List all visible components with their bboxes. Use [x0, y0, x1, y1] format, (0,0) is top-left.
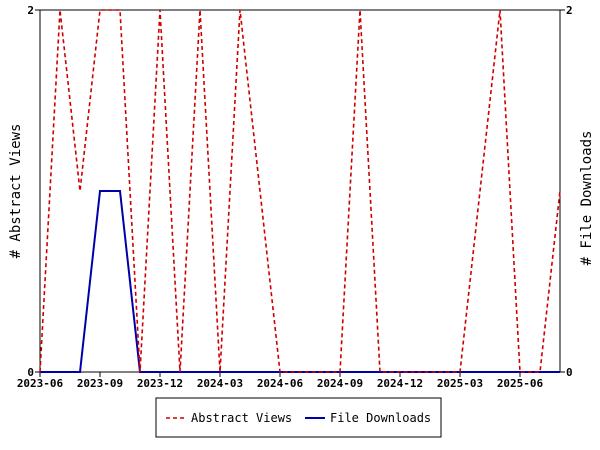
legend-label-file-downloads: File Downloads — [330, 411, 431, 425]
y-tick-label: 0 — [27, 366, 34, 379]
y2-tick-label: 2 — [566, 4, 573, 17]
plot-area — [39, 9, 561, 373]
x-tick-label: 2025-06 — [497, 377, 544, 390]
x-tick-label: 2023-09 — [77, 377, 123, 390]
y2-axis-title: # File Downloads — [579, 131, 595, 266]
y-tick-label: 2 — [27, 4, 34, 17]
y-axis-title: # Abstract Views — [8, 124, 24, 259]
x-tick-label: 2025-03 — [437, 377, 483, 390]
x-tick-label: 2023-06 — [17, 377, 64, 390]
legend: Abstract Views File Downloads — [155, 397, 442, 438]
x-axis-ticks: 2023-06 2023-09 2023-12 2024-03 2024-06 2024-… — [17, 372, 544, 390]
x-tick-label: 2023-12 — [137, 377, 183, 390]
x-tick-label: 2024-09 — [317, 377, 363, 390]
legend-label-abstract-views: Abstract Views — [191, 411, 292, 425]
y2-tick-label: 0 — [566, 366, 573, 379]
series-line-abstract-views — [39, 9, 561, 373]
legend-box — [155, 397, 442, 438]
series-layer — [39, 9, 561, 373]
x-tick-label: 2024-06 — [257, 377, 304, 390]
x-tick-label: 2024-12 — [377, 377, 423, 390]
y-axis-ticks: 0 2 0 2 — [27, 4, 572, 379]
x-tick-label: 2024-03 — [197, 377, 243, 390]
